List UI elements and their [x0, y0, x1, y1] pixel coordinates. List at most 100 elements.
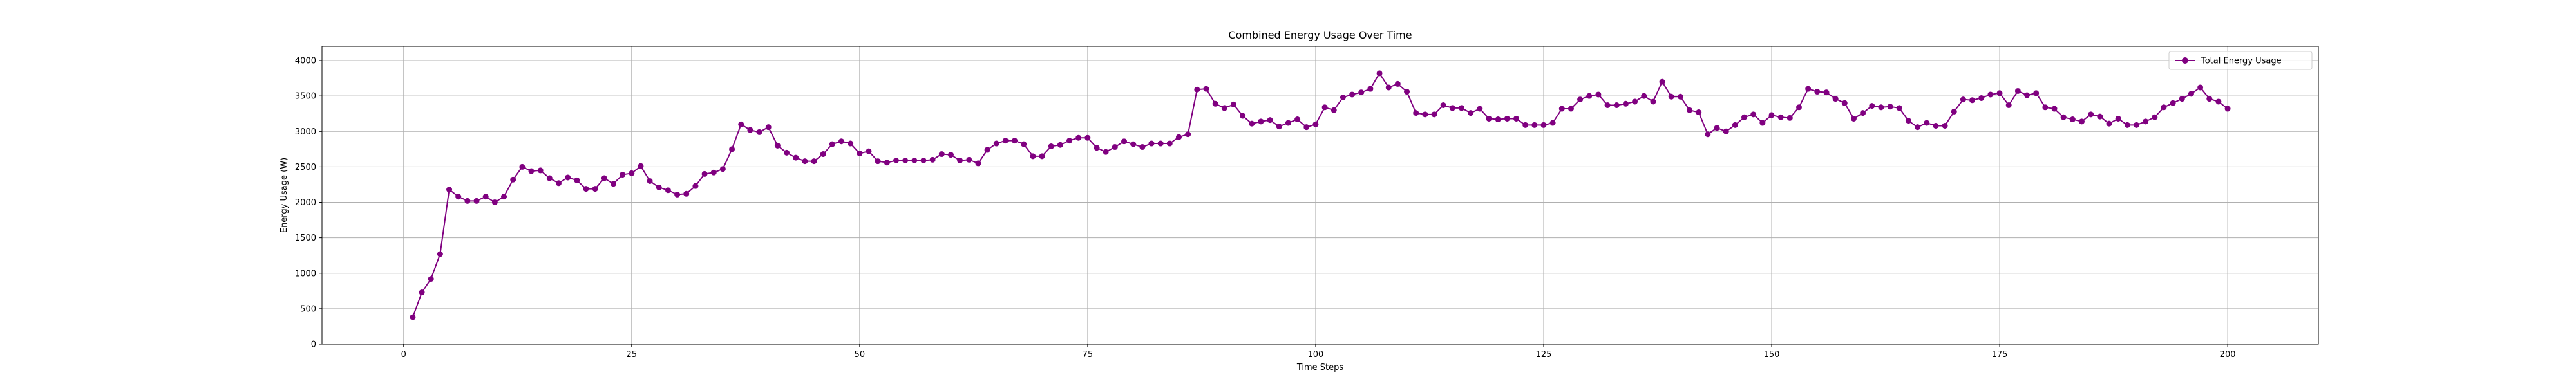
data-point — [884, 160, 890, 166]
data-point — [1878, 104, 1884, 111]
x-tick-label: 50 — [855, 350, 866, 360]
x-tick-label: 0 — [401, 350, 406, 360]
data-point — [938, 151, 945, 158]
data-point — [1103, 149, 1109, 155]
x-tick-label: 75 — [1083, 350, 1094, 360]
data-point — [2170, 100, 2176, 106]
y-tick-label: 0 — [311, 340, 316, 350]
data-point — [528, 168, 535, 174]
data-point — [1869, 103, 1875, 109]
data-point — [519, 163, 526, 170]
data-point — [1449, 105, 1455, 111]
data-point — [866, 148, 872, 154]
data-point — [1358, 89, 1365, 96]
data-point — [784, 149, 790, 156]
data-point — [1495, 116, 1501, 123]
legend-label: Total Energy Usage — [2201, 57, 2282, 66]
data-point — [1677, 93, 1683, 100]
x-tick-label: 100 — [1308, 350, 1324, 360]
data-point — [1650, 98, 1656, 105]
data-point — [601, 175, 607, 181]
data-point — [710, 169, 717, 176]
data-point — [638, 163, 644, 169]
data-point — [729, 146, 735, 152]
data-point — [1887, 104, 1893, 110]
data-point — [1012, 138, 1018, 144]
data-point — [756, 129, 762, 135]
data-point — [1613, 102, 1620, 108]
data-point — [911, 157, 918, 163]
data-point — [1814, 89, 1821, 95]
data-point — [1687, 107, 1693, 113]
data-point — [1969, 97, 1976, 104]
data-point — [1413, 110, 1419, 116]
data-point — [848, 140, 854, 147]
data-point — [2097, 113, 2103, 120]
y-axis-label: Energy Usage (W) — [279, 158, 289, 233]
data-point — [747, 127, 753, 133]
chart-title: Combined Energy Usage Over Time — [1228, 29, 1412, 41]
data-point — [2152, 114, 2158, 120]
data-point — [647, 178, 653, 184]
y-tick-label: 500 — [300, 304, 316, 314]
data-point — [1440, 102, 1446, 108]
x-tick-label: 25 — [627, 350, 638, 360]
data-point — [565, 174, 571, 181]
data-point — [1376, 70, 1383, 77]
data-point — [464, 198, 471, 204]
data-point — [1021, 141, 1027, 147]
data-point — [2014, 87, 2021, 94]
data-point — [1942, 122, 1948, 129]
data-point — [1166, 140, 1173, 147]
y-tick-label: 2000 — [295, 198, 316, 208]
data-point — [2161, 104, 2167, 111]
data-point — [902, 157, 909, 163]
data-point — [1987, 91, 1994, 98]
data-point — [1340, 94, 1346, 100]
data-point — [1084, 134, 1091, 141]
x-tick-label: 200 — [2220, 350, 2236, 360]
data-point — [1121, 138, 1128, 145]
data-point — [583, 186, 589, 192]
data-point — [2206, 96, 2213, 102]
data-point — [656, 184, 662, 190]
data-point — [857, 150, 863, 156]
data-point — [537, 167, 544, 174]
data-point — [829, 141, 835, 147]
data-point — [1768, 112, 1775, 118]
data-point — [920, 157, 927, 163]
data-point — [1230, 101, 1236, 107]
data-point — [1933, 122, 1939, 129]
data-point — [1240, 113, 1246, 119]
data-point — [1759, 120, 1766, 126]
plot-data — [410, 70, 2231, 320]
data-point — [620, 172, 626, 178]
data-point — [1668, 93, 1674, 100]
data-point — [1468, 110, 1474, 116]
data-point — [2088, 111, 2094, 118]
data-point — [2106, 120, 2112, 127]
data-point — [1577, 96, 1584, 103]
data-point — [1567, 106, 1574, 112]
data-point — [1841, 100, 1848, 106]
data-point — [765, 124, 772, 131]
data-point — [428, 276, 434, 282]
data-point — [947, 152, 954, 158]
y-tick-label: 1000 — [295, 269, 316, 279]
data-point — [1294, 116, 1301, 123]
data-point — [1860, 110, 1866, 116]
data-point — [1951, 108, 1957, 115]
data-point — [1586, 93, 1593, 99]
data-point — [1221, 105, 1227, 111]
x-tick-label: 125 — [1536, 350, 1552, 360]
data-point — [1249, 120, 1255, 127]
data-point — [1622, 100, 1629, 107]
data-point — [1185, 131, 1191, 138]
data-point — [2069, 116, 2076, 123]
data-point — [957, 157, 963, 163]
data-point — [1632, 98, 1638, 105]
data-point — [2060, 114, 2067, 120]
data-point — [1604, 102, 1611, 108]
y-tick-label: 1500 — [295, 234, 316, 243]
